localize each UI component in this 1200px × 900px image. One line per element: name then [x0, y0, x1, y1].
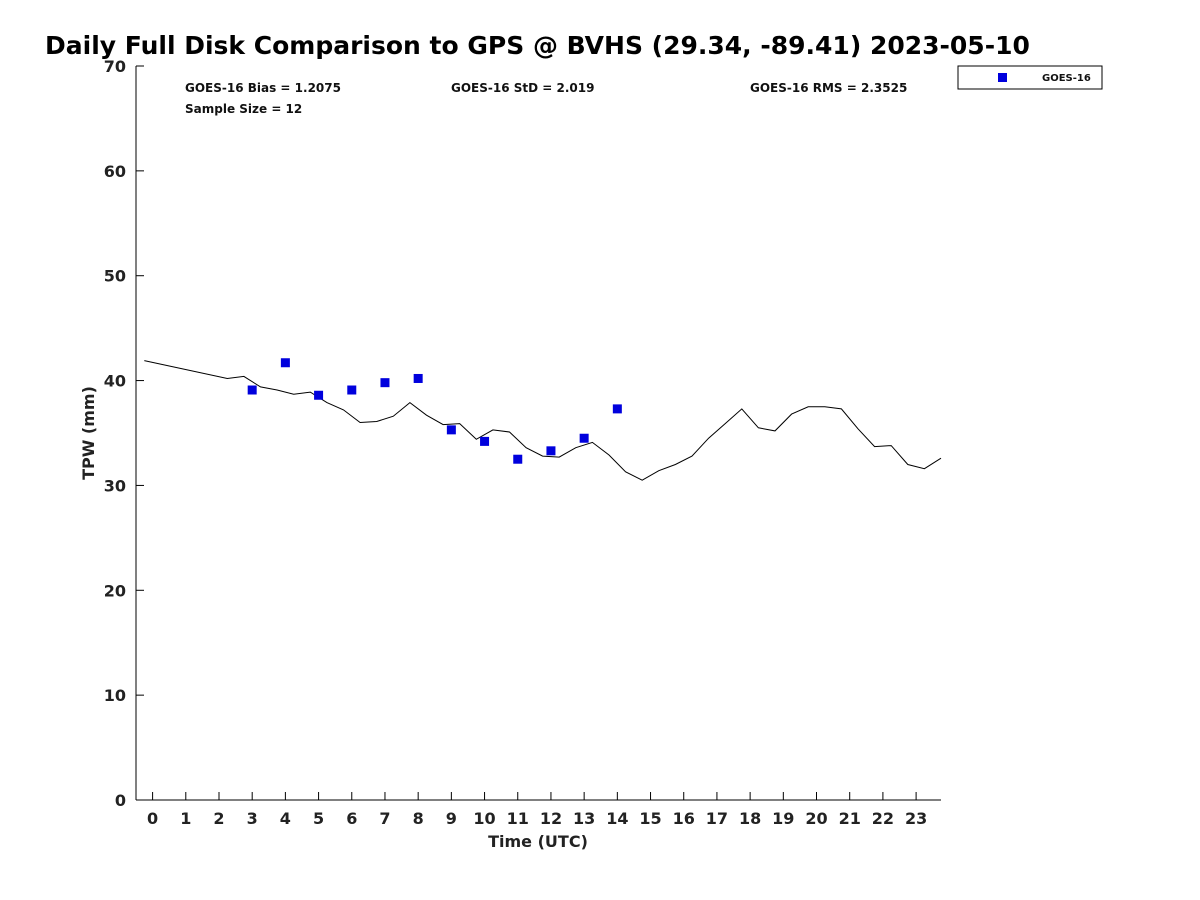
x-tick-label: 2 [213, 809, 224, 828]
legend-marker-goes-16 [998, 73, 1007, 82]
y-tick-label: 10 [104, 686, 126, 705]
gps-tpw-line [144, 360, 942, 481]
goes-16-series [247, 358, 622, 464]
x-tick-label: 11 [507, 809, 529, 828]
goes-16-point [513, 454, 523, 464]
x-tick-label: 3 [247, 809, 258, 828]
rms-stat: GOES-16 RMS = 2.3525 [750, 81, 907, 95]
x-tick-label: 5 [313, 809, 324, 828]
y-tick-label: 30 [104, 476, 126, 495]
legend-box [957, 65, 1103, 90]
goes-16-point [380, 378, 390, 388]
x-tick-label: 12 [540, 809, 562, 828]
goes-16-point [446, 425, 456, 435]
goes-16-point [347, 385, 357, 395]
goes-16-point [612, 404, 622, 414]
y-tick-label: 20 [104, 581, 126, 600]
plot-axes [135, 66, 941, 801]
x-tick-label: 14 [606, 809, 628, 828]
y-tick-label: 40 [104, 372, 126, 391]
x-tick-label: 22 [872, 809, 894, 828]
y-tick-label: 70 [104, 57, 126, 76]
x-tick-label: 4 [280, 809, 291, 828]
bias-stat: GOES-16 Bias = 1.2075 [185, 81, 341, 95]
y-tick-label: 50 [104, 267, 126, 286]
x-tick-label: 15 [639, 809, 661, 828]
x-tick-label: 6 [346, 809, 357, 828]
legend: GOES-16 [957, 65, 1103, 90]
chart-title: Daily Full Disk Comparison to GPS @ BVHS… [45, 31, 1030, 60]
goes-16-point [280, 358, 290, 368]
x-tick-label: 0 [147, 809, 158, 828]
sample-size-stat: Sample Size = 12 [185, 102, 302, 116]
goes-16-point [480, 436, 490, 446]
x-tick-label: 17 [706, 809, 728, 828]
x-tick-label: 1 [180, 809, 191, 828]
y-tick-label: 0 [115, 791, 126, 810]
x-tick-label: 10 [473, 809, 495, 828]
gps-series [144, 360, 942, 481]
x-tick-label: 20 [805, 809, 827, 828]
x-tick-label: 9 [446, 809, 457, 828]
std-stat: GOES-16 StD = 2.019 [451, 81, 594, 95]
x-tick-label: 21 [839, 809, 861, 828]
x-tick-label: 18 [739, 809, 761, 828]
goes-16-point [546, 446, 556, 456]
y-tick-label: 60 [104, 162, 126, 181]
goes-16-point [413, 373, 423, 383]
x-tick-label: 19 [772, 809, 794, 828]
y-axis-label: TPW (mm) [79, 386, 98, 480]
x-tick-label: 13 [573, 809, 595, 828]
goes-16-point [247, 385, 257, 395]
x-tick-label: 23 [905, 809, 927, 828]
x-axis-label: Time (UTC) [488, 832, 588, 851]
x-tick-label: 16 [673, 809, 695, 828]
x-tick-label: 7 [379, 809, 390, 828]
goes-16-point [314, 390, 324, 400]
legend-label-goes-16: GOES-16 [1042, 73, 1091, 84]
goes-16-point [579, 433, 589, 443]
x-tick-label: 8 [413, 809, 424, 828]
